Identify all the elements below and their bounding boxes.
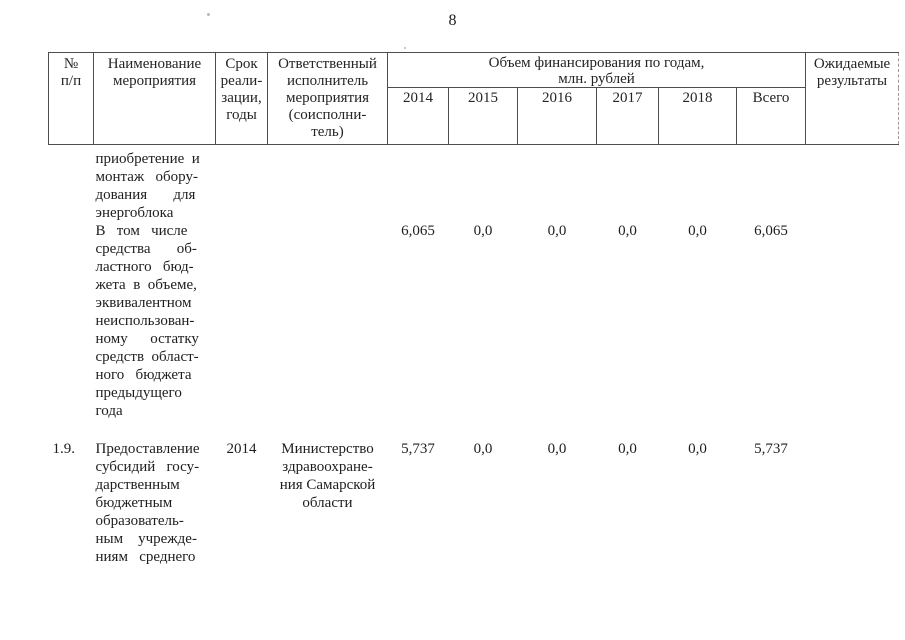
- cell-term: [216, 145, 268, 223]
- cell-value-2015: 0,0: [473, 441, 493, 457]
- table-header: № п/п Наименование мероприятия Срок реал…: [48, 52, 900, 145]
- scan-artifact: [404, 47, 406, 49]
- cell-value-2018: 0,0: [688, 223, 707, 239]
- cell-value-total: 6,065: [754, 223, 788, 239]
- cell-row-number: [49, 145, 94, 223]
- table-row: В том числе средства об- ластного бюд- ж…: [49, 222, 899, 420]
- header-cell-total: Всего: [735, 87, 807, 145]
- header-cell-year-2016: 2016: [517, 87, 597, 145]
- cell-results: [806, 145, 899, 223]
- table-body: приобретение и монтаж обору- дования для…: [49, 145, 899, 567]
- cell-value-2014: 5,737: [401, 441, 435, 457]
- cell-term: 2014: [226, 441, 257, 457]
- header-cell-results: Ожидаемые результаты: [805, 52, 900, 145]
- cell-term: [216, 222, 268, 420]
- cell-value-2018: [659, 145, 737, 223]
- page-number: 8: [448, 12, 457, 29]
- header-cell-year-2015: 2015: [448, 87, 518, 145]
- financing-table: № п/п Наименование мероприятия Срок реал…: [48, 52, 900, 567]
- table-row: 1.9. Предоставление субсидий госу- дарст…: [49, 420, 899, 566]
- cell-results: [806, 222, 899, 420]
- header-cell-year-2018: 2018: [658, 87, 737, 145]
- header-cell-name: Наименование мероприятия: [93, 52, 216, 145]
- cell-value-2015: [449, 145, 518, 223]
- cell-row-number: 1.9.: [52, 441, 76, 457]
- header-cell-year-2017: 2017: [596, 87, 659, 145]
- cell-value-2014: [388, 145, 449, 223]
- cell-value-2017: 0,0: [618, 223, 637, 239]
- cell-value-2016: [518, 145, 597, 223]
- cell-measure-name: В том числе средства об- ластного бюд- ж…: [95, 223, 199, 419]
- cell-results: [806, 420, 899, 566]
- cell-measure-name: приобретение и монтаж обору- дования для…: [95, 151, 200, 221]
- cell-executor: [268, 222, 388, 420]
- cell-executor: [268, 145, 388, 223]
- cell-value-2017: 0,0: [618, 441, 637, 457]
- cell-value-2015: 0,0: [473, 223, 493, 239]
- header-cell-term: Срок реали- зации, годы: [215, 52, 268, 145]
- cell-executor: Министерство здравоохране- ния Самарской…: [279, 441, 376, 511]
- header-cell-num: № п/п: [48, 52, 94, 145]
- cell-value-2016: 0,0: [547, 223, 567, 239]
- table-row: приобретение и монтаж обору- дования для…: [49, 145, 899, 223]
- cell-value-total: [737, 145, 806, 223]
- scan-artifact: [207, 13, 210, 16]
- header-cell-funding: Объем финансирования по годам, млн. рубл…: [386, 52, 807, 88]
- cell-value-2017: [597, 145, 659, 223]
- cell-measure-name: Предоставление субсидий госу- дарственны…: [95, 441, 200, 565]
- header-cell-year-2014: 2014: [387, 87, 449, 145]
- cell-value-2016: 0,0: [547, 441, 567, 457]
- cell-value-2018: 0,0: [688, 441, 707, 457]
- cell-row-number: [49, 222, 94, 420]
- header-cell-executor: Ответственный исполнитель мероприятия (с…: [267, 52, 388, 145]
- cell-value-2014: 6,065: [401, 223, 435, 239]
- cell-value-total: 5,737: [754, 441, 788, 457]
